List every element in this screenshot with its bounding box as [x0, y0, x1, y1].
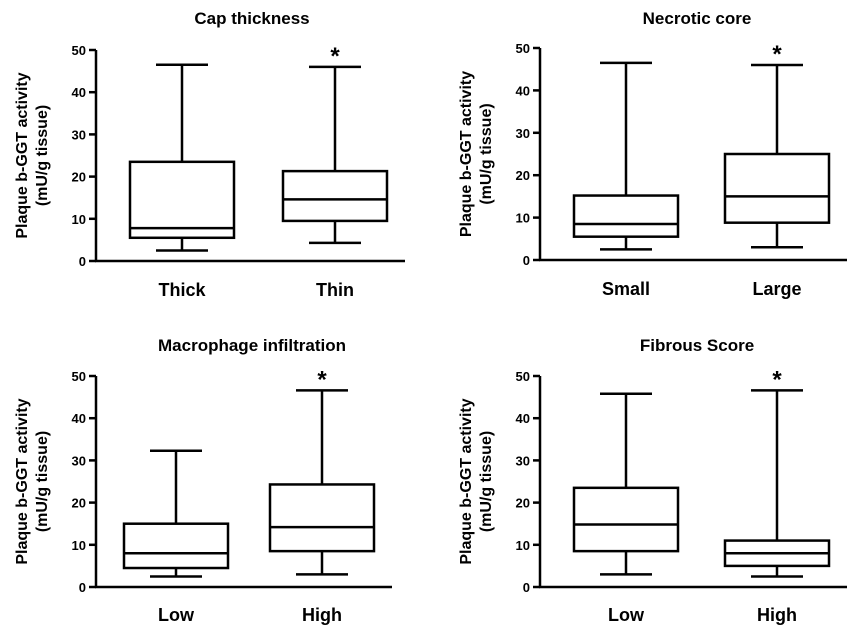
- y-axis-label-line1: Plaque b-GGT activity: [458, 398, 475, 564]
- box-thin: *: [281, 43, 389, 245]
- y-tick-label: 0: [79, 580, 86, 595]
- y-tick-label: 10: [72, 538, 86, 553]
- y-tick-label: 20: [516, 168, 530, 183]
- chart-title: Macrophage infiltration: [158, 336, 346, 355]
- iqr-box: [122, 522, 230, 570]
- y-axis-label-line1: Plaque b-GGT activity: [14, 398, 31, 564]
- category-label: Thin: [316, 280, 354, 300]
- category-label: Large: [752, 279, 801, 299]
- y-tick-label: 50: [72, 43, 86, 58]
- y-tick-label: 0: [523, 580, 530, 595]
- chart-title: Cap thickness: [194, 9, 309, 28]
- iqr-box: [723, 152, 831, 224]
- y-axis-label-line1: Plaque b-GGT activity: [14, 72, 31, 238]
- y-tick-label: 20: [72, 170, 86, 185]
- y-tick-label: 40: [72, 85, 86, 100]
- y-tick-label: 10: [72, 212, 86, 227]
- box-small: [572, 61, 680, 251]
- box-large: *: [723, 41, 831, 249]
- box-low: [122, 449, 230, 578]
- panel-3: Macrophage infiltration Plaque b-GGT acti…: [14, 336, 392, 625]
- iqr-box: [572, 194, 680, 238]
- iqr-box: [572, 486, 680, 553]
- y-tick-label: 50: [516, 369, 530, 384]
- y-tick-label: 30: [516, 453, 530, 468]
- y-tick-label: 0: [523, 253, 530, 268]
- y-axis-label-line2: (mU/g tissue): [478, 103, 495, 204]
- panel-2: Necrotic core Plaque b-GGT activity (mU/g …: [458, 9, 847, 299]
- y-axis-label-line2: (mU/g tissue): [478, 431, 495, 532]
- y-tick-label: 10: [516, 211, 530, 226]
- significance-marker: *: [330, 43, 340, 70]
- y-axis-label-line1: Plaque b-GGT activity: [458, 71, 475, 237]
- chart-title: Necrotic core: [643, 9, 752, 28]
- iqr-box: [268, 483, 376, 553]
- y-tick-label: 30: [72, 127, 86, 142]
- y-tick-label: 20: [516, 496, 530, 511]
- panel-4: Fibrous Score Plaque b-GGT activity (mU/g …: [458, 336, 847, 625]
- y-tick-label: 40: [516, 83, 530, 98]
- iqr-box: [281, 169, 389, 223]
- category-label: Small: [602, 279, 650, 299]
- y-tick-label: 50: [516, 41, 530, 56]
- panel-1: Cap thickness Plaque b-GGT activity (mU/g …: [14, 9, 405, 300]
- y-tick-label: 20: [72, 496, 86, 511]
- box-high: *: [268, 366, 376, 576]
- y-tick-label: 30: [516, 126, 530, 141]
- y-tick-label: 30: [72, 453, 86, 468]
- box-low: [572, 392, 680, 576]
- y-axis-label-line2: (mU/g tissue): [34, 431, 51, 532]
- significance-marker: *: [772, 41, 782, 68]
- y-tick-label: 10: [516, 538, 530, 553]
- significance-marker: *: [317, 366, 327, 393]
- category-label: High: [757, 605, 797, 625]
- category-label: Low: [608, 605, 645, 625]
- y-tick-label: 40: [72, 411, 86, 426]
- box-high: *: [723, 366, 831, 578]
- significance-marker: *: [772, 366, 782, 393]
- box-thick: [128, 63, 236, 252]
- category-label: High: [302, 605, 342, 625]
- y-tick-label: 0: [79, 254, 86, 269]
- y-axis-label-line2: (mU/g tissue): [34, 105, 51, 206]
- iqr-box: [128, 160, 236, 240]
- category-label: Thick: [158, 280, 206, 300]
- y-tick-label: 50: [72, 369, 86, 384]
- category-label: Low: [158, 605, 195, 625]
- chart-title: Fibrous Score: [640, 336, 754, 355]
- y-tick-label: 40: [516, 411, 530, 426]
